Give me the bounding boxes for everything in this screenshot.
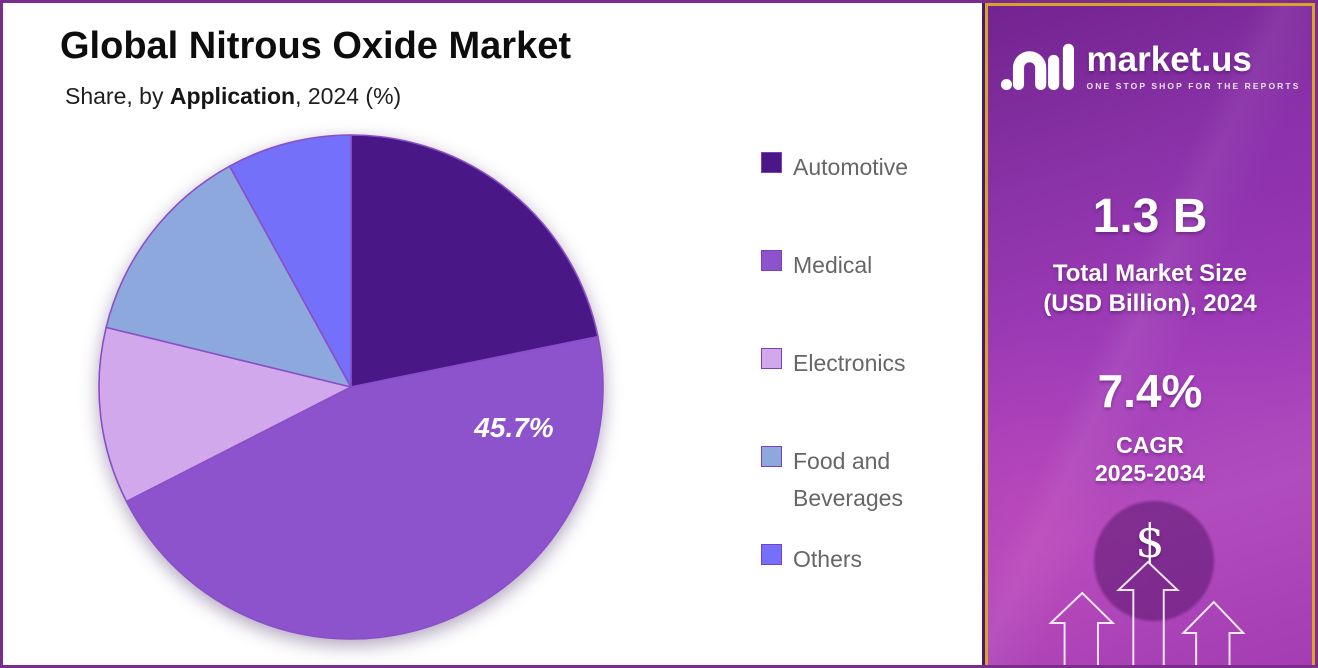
cagr-label-line2: 2025-2034 <box>1095 460 1205 486</box>
pie-slice-food-and-beverages <box>105 165 352 388</box>
page-title: Global Nitrous Oxide Market <box>60 25 571 67</box>
marketus-logo-icon <box>1000 43 1074 91</box>
legend-label: Others <box>793 546 863 572</box>
legend-label: Food and Beverages <box>793 448 903 511</box>
legend-swatch <box>761 544 782 565</box>
legend-item: Automotive <box>761 149 941 186</box>
marketus-logo-text: market.us <box>1086 39 1252 79</box>
legend-label: Electronics <box>793 350 906 376</box>
market-size-label-line2: (USD Billion), 2024 <box>1043 290 1257 317</box>
dollar-icon: $ <box>1135 514 1165 568</box>
legend-label: Medical <box>793 252 873 278</box>
pie-slice-medical <box>125 335 604 640</box>
pie-chart: 45.7% <box>93 129 609 645</box>
subtitle-suffix: , 2024 (%) <box>295 83 402 109</box>
cagr-label-line1: CAGR <box>1116 432 1184 458</box>
legend-swatch <box>761 446 782 467</box>
legend-swatch <box>761 152 782 173</box>
legend-item: Medical <box>761 247 941 284</box>
growth-arrows-icon <box>1048 560 1246 665</box>
marketus-logo-text-block: market.us ONE STOP SHOP FOR THE REPORTS <box>1087 42 1301 91</box>
marketus-logo: market.us ONE STOP SHOP FOR THE REPORTS <box>988 40 1312 92</box>
market-size-value: 1.3 B <box>1092 190 1208 243</box>
pie-chart-svg: 45.7% <box>98 134 604 640</box>
page-subtitle: Share, by Application, 2024 (%) <box>65 83 401 110</box>
market-size-label-line1: Total Market Size <box>1052 260 1248 287</box>
legend-swatch <box>761 250 782 271</box>
cagr-label: CAGR 2025-2034 <box>988 431 1312 487</box>
pie-slice-others <box>228 134 352 388</box>
sidebar: market.us ONE STOP SHOP FOR THE REPORTS … <box>985 3 1315 665</box>
pie-slice-automotive <box>350 134 599 388</box>
marketus-logo-tagline: ONE STOP SHOP FOR THE REPORTS <box>1086 80 1301 91</box>
pie-slice-electronics <box>98 326 352 503</box>
legend-swatch <box>761 348 782 369</box>
legend-item: Others <box>761 541 941 578</box>
chart-legend: Automotive Medical Electronics Food and Bev… <box>761 149 971 629</box>
subtitle-prefix: Share, by <box>65 83 170 109</box>
chart-panel: Global Nitrous Oxide Market Share, by Ap… <box>3 3 985 665</box>
legend-item: Electronics <box>761 345 941 382</box>
cagr-value: 7.4% <box>1097 365 1203 417</box>
market-size-label: Total Market Size (USD Billion), 2024 <box>988 259 1312 319</box>
pie-slice-label-medical: 45.7% <box>473 412 553 443</box>
subtitle-emphasis: Application <box>169 83 296 109</box>
legend-label: Automotive <box>793 154 909 180</box>
legend-item: Food and Beverages <box>761 443 941 517</box>
